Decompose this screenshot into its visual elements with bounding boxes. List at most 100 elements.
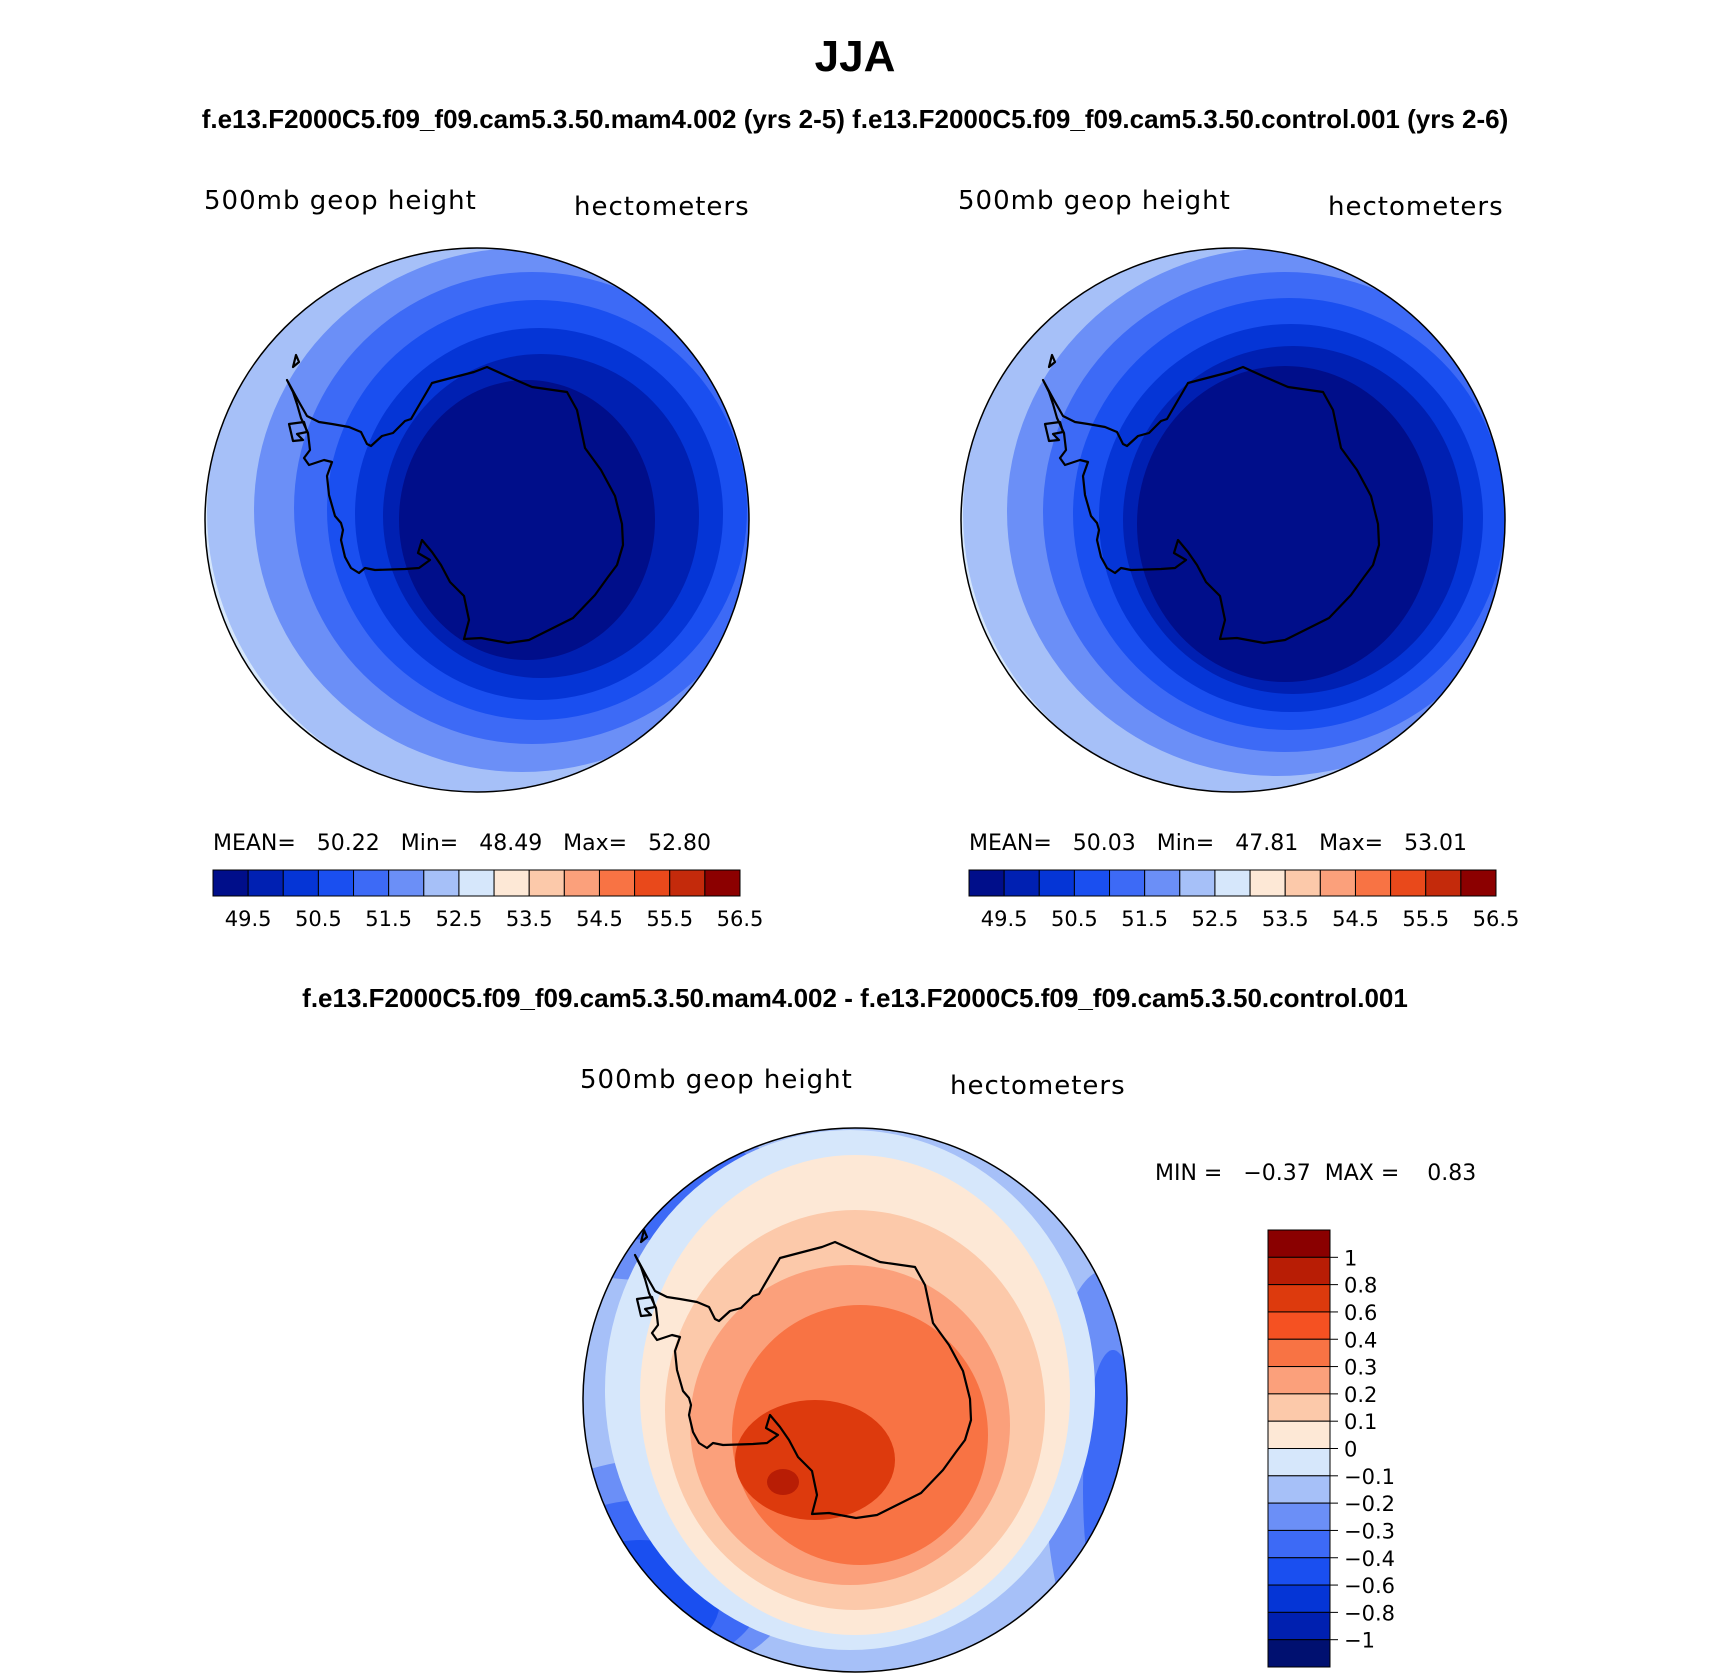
colorbar-tick-label: 54.5	[1332, 907, 1379, 931]
colorbar-tick-label: 51.5	[1121, 907, 1168, 931]
colorbar-swatch	[1179, 869, 1216, 897]
panel1-colorbar: 49.5 50.5 51.5 52.5 53.5 54.5 55.5 56.5	[212, 869, 764, 931]
colorbar-swatch	[1249, 869, 1286, 897]
colorbar-tick-label: 49.5	[225, 907, 272, 931]
colorbar-swatch	[282, 869, 319, 897]
panel3-stats: MIN = −0.37 MAX = 0.83	[1155, 1161, 1477, 1186]
field-band	[399, 380, 655, 660]
colorbar-swatch	[1267, 1256, 1331, 1286]
colorbar-swatch	[423, 869, 460, 897]
colorbar-swatch	[353, 869, 390, 897]
panel2-variable-label: 500mb geop height	[958, 186, 1231, 216]
colorbar-swatch	[1003, 869, 1040, 897]
cases-subtitle: f.e13.F2000C5.f09_f09.cam5.3.50.mam4.002…	[201, 104, 1509, 134]
colorbar-swatch	[1267, 1557, 1331, 1586]
colorbar-swatch	[493, 869, 530, 897]
difference-subtitle: f.e13.F2000C5.f09_f09.cam5.3.50.mam4.002…	[302, 983, 1408, 1013]
colorbar-swatch	[1073, 869, 1111, 897]
colorbar-swatch	[669, 869, 706, 897]
colorbar-tick-label: −0.3	[1344, 1519, 1395, 1543]
colorbar-swatch	[1425, 869, 1462, 897]
colorbar-swatch	[704, 869, 741, 897]
colorbar-swatch	[1267, 1311, 1331, 1340]
map-boundary	[204, 247, 750, 793]
colorbar-swatch	[212, 869, 249, 897]
colorbar-swatch	[1038, 869, 1075, 897]
colorbar-tick-label: 55.5	[646, 907, 693, 931]
panel1-units-label: hectometers	[574, 192, 750, 222]
colorbar-swatch	[968, 869, 1005, 897]
colorbar-swatch	[317, 869, 355, 897]
colorbar-swatch	[1267, 1366, 1331, 1395]
colorbar-swatch	[247, 869, 284, 897]
colorbar-swatch	[598, 869, 636, 897]
colorbar-swatch	[1267, 1448, 1331, 1477]
panel2-units-label: hectometers	[1328, 192, 1504, 222]
map-boundary	[960, 247, 1506, 793]
colorbar-swatch	[1354, 869, 1392, 897]
colorbar-tick-label: 49.5	[981, 907, 1028, 931]
panel1-stats: MEAN= 50.22 Min= 48.49 Max= 52.80	[213, 831, 712, 856]
colorbar-swatch	[1267, 1611, 1331, 1641]
colorbar-swatch	[1267, 1338, 1331, 1368]
colorbar-tick-label: 56.5	[1473, 907, 1520, 931]
colorbar-swatch	[1109, 869, 1146, 897]
colorbar-swatch	[1267, 1393, 1331, 1422]
panel3-colorbar: 1 0.8 0.6 0.4 0.3 0.2 0.1 0 −0.1 −0.2 −0.3 −0.4 −0.6…	[1267, 1229, 1395, 1668]
colorbar-swatch	[528, 869, 565, 897]
map-boundary	[582, 1127, 1128, 1673]
colorbar-swatch	[1267, 1529, 1331, 1559]
panel2-stats: MEAN= 50.03 Min= 47.81 Max= 53.01	[969, 831, 1468, 856]
colorbar-tick-label: 53.5	[506, 907, 553, 931]
colorbar-tick-label: 0.1	[1344, 1410, 1377, 1434]
panel2-map	[960, 247, 1506, 793]
colorbar-swatch	[1390, 869, 1427, 897]
colorbar-tick-label: 56.5	[717, 907, 764, 931]
colorbar-tick-label: −0.6	[1344, 1574, 1395, 1598]
colorbar-tick-label: −0.8	[1344, 1601, 1395, 1625]
panel3-units-label: hectometers	[950, 1071, 1126, 1101]
colorbar-tick-label: 1	[1344, 1246, 1357, 1270]
panel3-variable-label: 500mb geop height	[580, 1065, 853, 1095]
field-band	[767, 1469, 799, 1495]
colorbar-tick-label: −1	[1344, 1629, 1375, 1653]
colorbar-tick-label: −0.4	[1344, 1547, 1395, 1571]
panel2-colorbar: 49.5 50.5 51.5 52.5 53.5 54.5 55.5 56.5	[968, 869, 1520, 931]
colorbar-tick-label: 50.5	[295, 907, 342, 931]
colorbar-swatch	[1267, 1475, 1331, 1504]
colorbar-swatch	[458, 869, 495, 897]
colorbar-tick-label: 0.4	[1344, 1328, 1377, 1352]
colorbar-swatch	[1267, 1420, 1331, 1449]
colorbar-swatch	[1267, 1284, 1331, 1313]
field-band	[1137, 366, 1433, 682]
colorbar-tick-label: 52.5	[436, 907, 483, 931]
figure-title: JJA	[814, 32, 896, 81]
colorbar-swatch	[1267, 1229, 1331, 1258]
colorbar-tick-label: −0.1	[1344, 1465, 1395, 1489]
colorbar-tick-label: −0.2	[1344, 1492, 1395, 1516]
colorbar-tick-label: 0.8	[1344, 1274, 1377, 1298]
colorbar-swatch	[1214, 869, 1251, 897]
panel1-map	[204, 247, 750, 793]
colorbar-swatch	[1267, 1584, 1331, 1613]
colorbar-tick-label: 0.6	[1344, 1301, 1377, 1325]
panel1-variable-label: 500mb geop height	[204, 186, 477, 216]
colorbar-swatch	[388, 869, 425, 897]
colorbar-tick-label: 50.5	[1051, 907, 1098, 931]
colorbar-swatch	[634, 869, 671, 897]
colorbar-swatch	[1144, 869, 1181, 897]
colorbar-swatch	[1460, 869, 1497, 897]
colorbar-swatch	[1319, 869, 1356, 897]
colorbar-swatch	[1284, 869, 1321, 897]
colorbar-tick-label: 54.5	[576, 907, 623, 931]
panel3-map	[582, 1127, 1128, 1673]
colorbar-tick-label: 51.5	[365, 907, 412, 931]
colorbar-tick-label: 0	[1344, 1438, 1357, 1462]
colorbar-tick-label: 55.5	[1402, 907, 1449, 931]
colorbar-swatch	[563, 869, 600, 897]
colorbar-tick-label: 0.3	[1344, 1356, 1377, 1380]
colorbar-tick-label: 0.2	[1344, 1383, 1377, 1407]
colorbar-swatch	[1267, 1639, 1331, 1668]
colorbar-swatch	[1267, 1502, 1331, 1531]
